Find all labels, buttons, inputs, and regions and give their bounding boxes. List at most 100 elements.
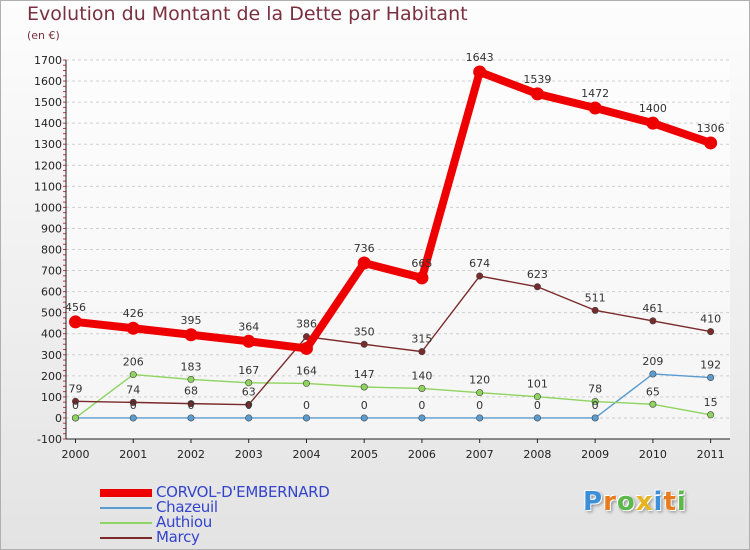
data-point: [302, 414, 310, 422]
data-point: [299, 341, 313, 355]
legend-label: Marcy: [156, 528, 200, 546]
x-tick-label: 2009: [581, 448, 609, 461]
data-label: 164: [296, 364, 317, 377]
data-label: 74: [126, 383, 140, 396]
data-label: 120: [469, 374, 490, 387]
x-tick-label: 2007: [466, 448, 494, 461]
x-tick-label: 2001: [119, 448, 147, 461]
line-chart: -100010020030040050060070080090010001100…: [34, 51, 730, 461]
data-label: 350: [354, 325, 375, 338]
data-point: [69, 315, 82, 329]
data-point: [530, 87, 544, 101]
proxiti-logo: Proxiti: [583, 487, 687, 517]
chart-title: Evolution du Montant de la Dette par Hab…: [27, 3, 468, 25]
logo-letter: x: [635, 487, 654, 517]
y-tick-label: 500: [41, 307, 62, 320]
legend-label: Chazeuil: [156, 498, 218, 516]
y-tick-label: 700: [41, 265, 62, 278]
data-point: [129, 371, 137, 379]
data-label: 65: [646, 385, 660, 398]
data-label: 0: [187, 399, 194, 412]
data-point: [476, 414, 484, 422]
data-label: 1400: [639, 102, 667, 115]
data-label: 410: [700, 313, 721, 326]
x-tick-label: 2008: [523, 448, 551, 461]
data-point: [418, 384, 426, 392]
data-label: 0: [592, 399, 599, 412]
data-label: 206: [123, 356, 144, 369]
logo-letter: i: [676, 487, 687, 517]
data-label: 0: [476, 399, 483, 412]
data-point: [415, 271, 429, 285]
data-point: [129, 398, 137, 406]
data-label: 0: [72, 399, 79, 412]
y-tick-label: 400: [41, 328, 62, 341]
data-label: 147: [354, 368, 375, 381]
data-point: [72, 414, 80, 422]
logo-letter: i: [653, 487, 664, 517]
data-point: [360, 414, 368, 422]
data-point: [588, 101, 602, 115]
x-tick-label: 2006: [408, 448, 436, 461]
data-point: [245, 401, 253, 409]
data-point: [187, 400, 195, 408]
series-line-0: [71, 68, 715, 353]
data-point: [242, 334, 256, 348]
data-point: [704, 136, 718, 150]
data-label: 0: [361, 399, 368, 412]
x-tick-label: 2010: [639, 448, 667, 461]
data-label: 461: [642, 302, 663, 315]
legend-swatch: [100, 489, 152, 497]
data-point: [707, 411, 715, 419]
data-point: [591, 306, 599, 314]
x-tick-label: 2005: [350, 448, 378, 461]
x-tick-label: 2002: [177, 448, 205, 461]
data-label: 0: [130, 399, 137, 412]
y-tick-label: 300: [41, 349, 62, 362]
data-label: 315: [411, 333, 432, 346]
data-label: 192: [700, 359, 721, 372]
data-label: 511: [585, 291, 606, 304]
series-line-1: [74, 373, 712, 419]
data-point: [533, 393, 541, 401]
data-point: [187, 414, 195, 422]
data-point: [357, 256, 371, 270]
data-label: 1643: [466, 51, 494, 64]
y-tick-label: 100: [41, 391, 62, 404]
y-tick-label: 1100: [34, 180, 62, 193]
data-point: [707, 328, 715, 336]
data-label: 0: [303, 399, 310, 412]
data-label: 736: [354, 242, 375, 255]
data-point: [646, 116, 660, 130]
data-label: 665: [411, 257, 432, 270]
logo-letter: o: [616, 487, 636, 517]
data-point: [187, 375, 195, 383]
data-point: [476, 389, 484, 397]
x-tick-label: 2011: [697, 448, 725, 461]
data-label: 68: [184, 385, 198, 398]
data-point: [591, 414, 599, 422]
series-line-2: [74, 373, 712, 419]
data-point: [418, 348, 426, 356]
data-point: [473, 65, 487, 79]
data-point: [126, 321, 140, 335]
legend-swatch: [100, 507, 152, 509]
data-label: 140: [411, 369, 432, 382]
data-point: [476, 272, 484, 280]
data-label: 79: [69, 382, 83, 395]
data-label: 426: [123, 307, 144, 320]
data-point: [245, 414, 253, 422]
y-tick-label: 1000: [34, 201, 62, 214]
data-label: 209: [642, 355, 663, 368]
data-label: 0: [534, 399, 541, 412]
legend-swatch: [100, 522, 152, 524]
logo-letter: P: [583, 487, 604, 517]
data-label: 386: [296, 318, 317, 331]
data-point: [184, 328, 198, 342]
legend-label: CORVOL-D'EMBERNARD: [156, 483, 330, 501]
data-point: [649, 400, 657, 408]
data-label: 364: [238, 320, 259, 333]
data-label: 395: [180, 314, 201, 327]
data-point: [129, 414, 137, 422]
data-label: 167: [238, 364, 259, 377]
